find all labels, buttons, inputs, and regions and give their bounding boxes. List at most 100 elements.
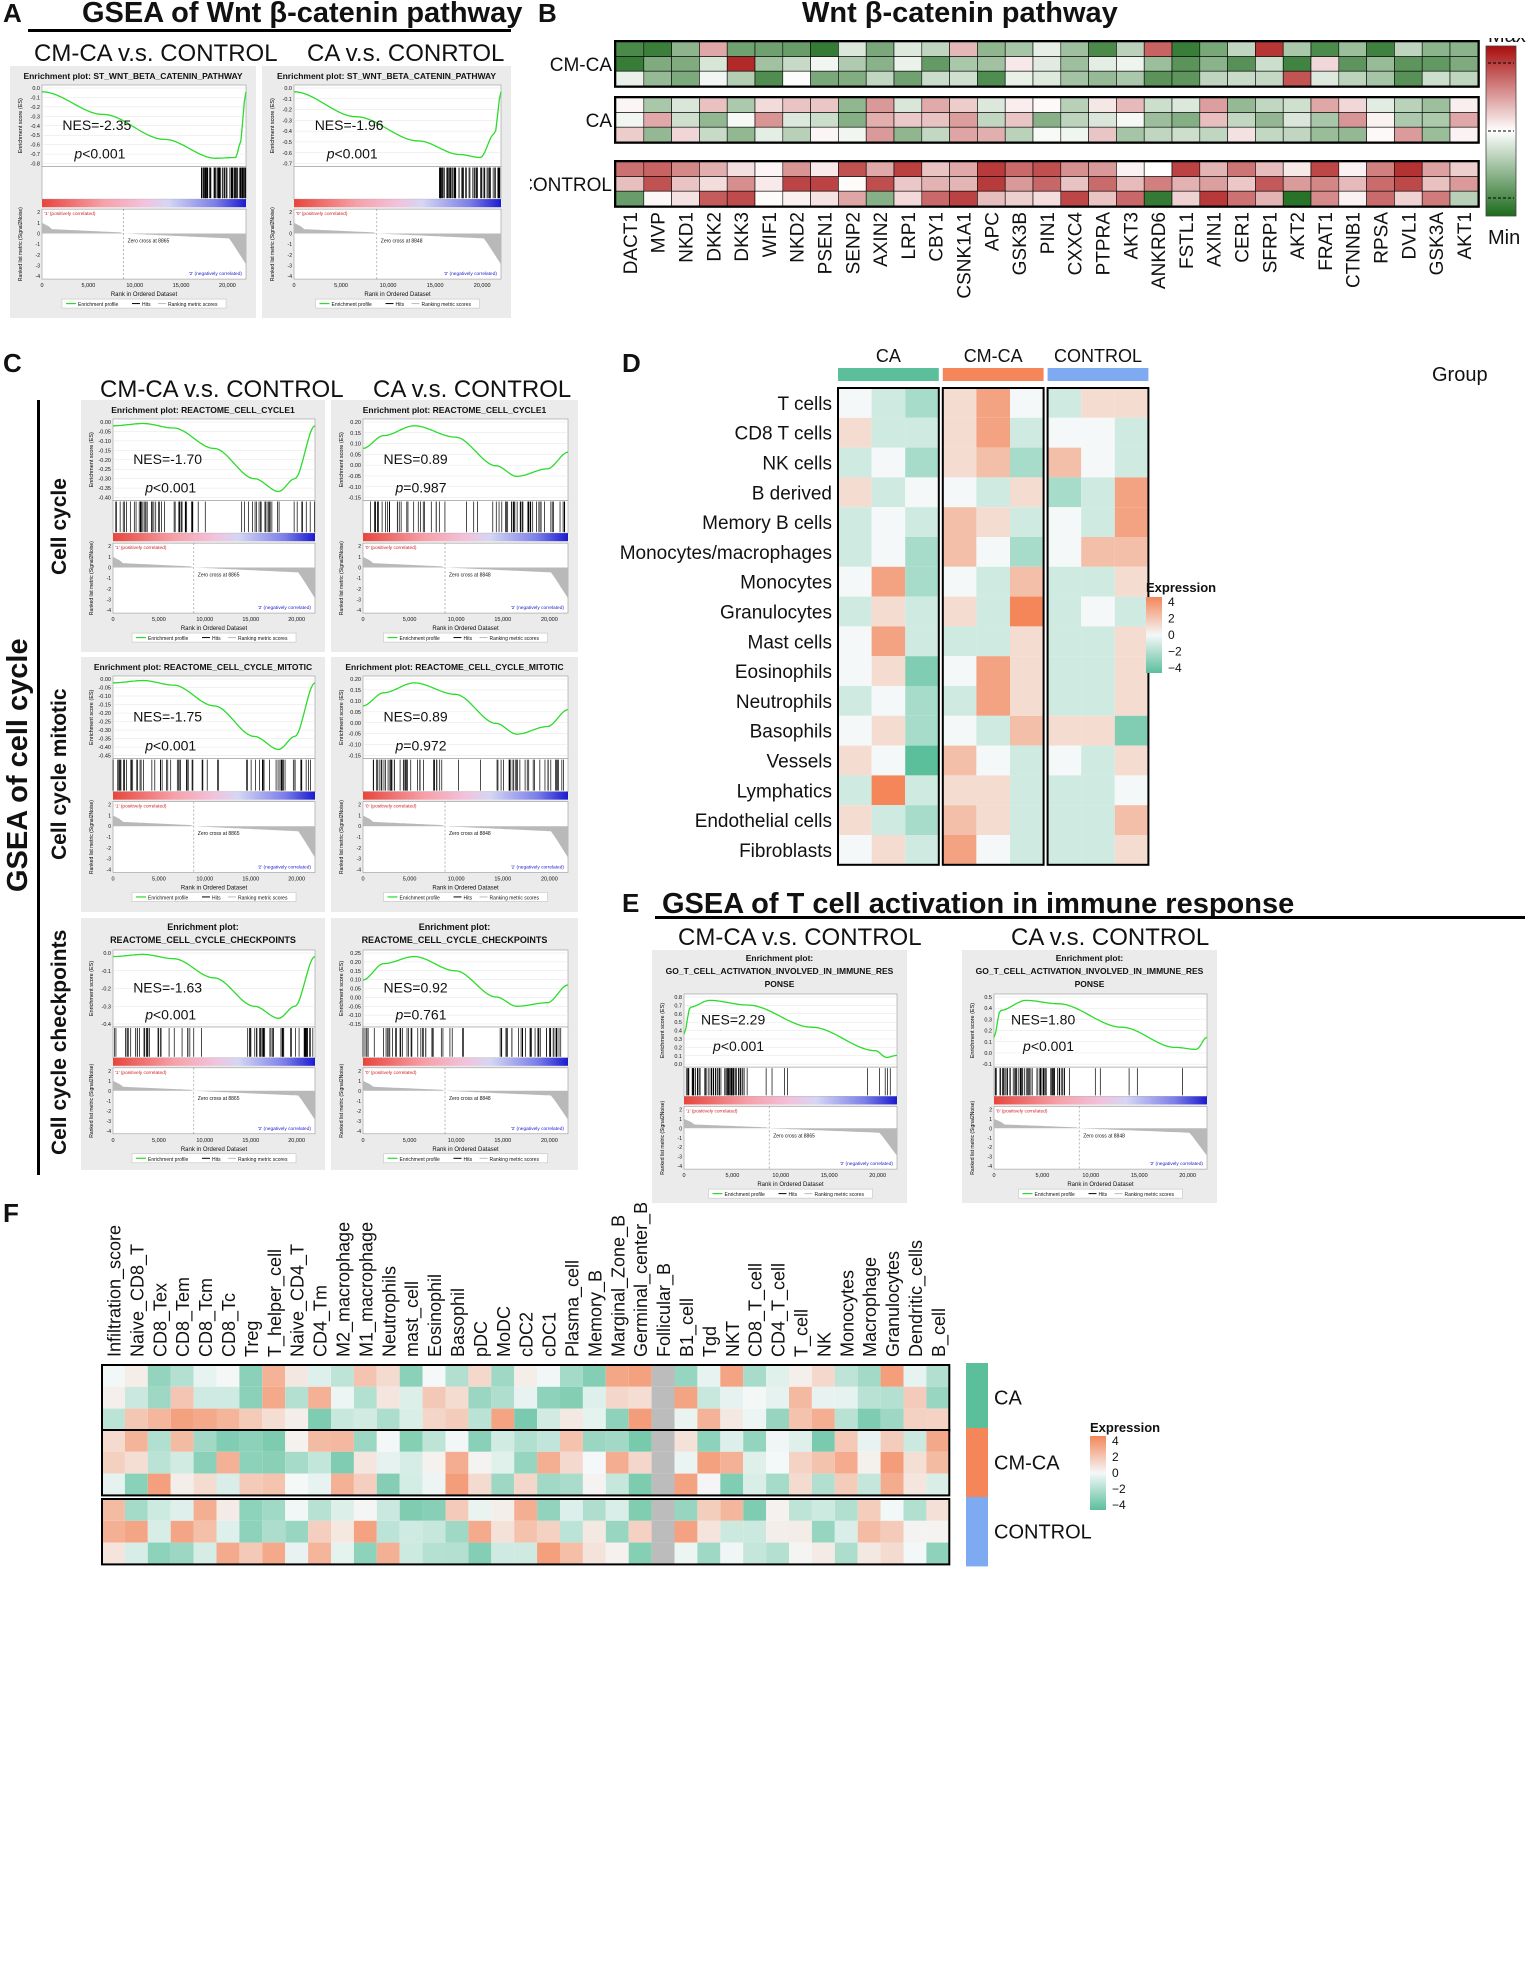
heat-cell [1255,97,1284,113]
heat-cell [445,1430,469,1452]
heat-cell [102,1542,125,1565]
heat-cell [1449,126,1479,143]
legend-bar [1090,1436,1106,1510]
heat-cell [838,417,872,448]
heat-cell [262,1499,286,1521]
heat-cell [1394,112,1423,128]
heat-cell [376,1386,400,1409]
nes-label: NES=-1.75 [133,708,202,724]
pos-label: '0' (positively correlated) [365,1070,417,1076]
neg-label: '2' (negatively correlated) [189,271,243,277]
metric-tick: 2 [358,1069,361,1075]
heat-cell [1114,686,1149,716]
heat-cell [445,1520,469,1543]
heat-cell [537,1542,560,1565]
heat-cell [976,656,1010,686]
heat-cell [743,1542,767,1565]
heat-cell [697,1430,721,1452]
x-tick: 20,000 [474,283,491,289]
heat-cell [1088,70,1117,87]
heat-cell [170,1473,194,1496]
es-tick: 0.3 [674,1037,682,1043]
heat-cell [1171,112,1201,128]
group-frame [101,1498,951,1566]
heat-cell [1047,417,1082,448]
heat-cell [699,112,728,128]
heat-cell [726,112,756,128]
heat-cell [560,1499,583,1521]
column-label: pDC [471,1321,491,1357]
heat-cell [1081,686,1115,716]
x-tick: 20,000 [541,617,558,623]
legend-title: Expression [1146,580,1216,595]
heat-cell [1116,161,1145,177]
heat-cell [905,835,939,865]
plot-title: Enrichment plot: REACTOME_CELL_CYCLE1 [111,405,295,415]
metric-tick: -4 [357,867,362,873]
group-bar [838,368,939,381]
gene-label: LRP1 [899,212,920,260]
heat-cell [1032,56,1062,72]
column-label: mast_cell [402,1281,423,1357]
nes-label: NES=2.29 [701,1012,765,1028]
heat-cell [766,1408,789,1431]
heat-cell [124,1365,148,1387]
panel-a-col-title-1: CM-CA v.s. CONTROL [34,40,278,67]
plot-title: REACTOME_CELL_CYCLE_CHECKPOINTS [362,935,548,945]
heat-cell [605,1542,629,1565]
heat-cell [838,41,867,57]
heat-cell [1032,176,1062,192]
heat-cell [560,1542,583,1565]
x-axis-label: Rank in Ordered Dataset [111,292,178,298]
panel-c-col-title-1: CM-CA v.s. CONTROL [100,376,344,403]
heat-cell [1227,97,1256,113]
es-tick: -0.3 [283,118,292,124]
heat-cell [1060,41,1089,57]
heat-cell [726,176,756,192]
heat-cell [1449,70,1479,87]
es-tick: 0.4 [984,1006,992,1012]
es-tick: 0.0 [103,951,111,957]
heat-cell [582,1499,606,1521]
heat-cell [537,1499,560,1521]
heat-cell [1421,112,1451,128]
plot-title: GO_T_CELL_ACTIVATION_INVOLVED_IN_IMMUNE_… [666,966,894,976]
heat-cell [514,1499,538,1521]
heat-cell [838,626,872,657]
p-italic: p [395,479,404,495]
heat-cell [1255,161,1284,177]
heat-cell [754,97,784,113]
legend-tick-label: 2 [1168,612,1175,626]
heat-cell [1004,70,1034,87]
heat-cell [810,112,839,128]
heat-cell [1449,176,1479,192]
metric-tick: -4 [36,274,41,280]
nes-label: NES=-2.35 [62,117,131,133]
es-tick: 0.0 [674,1062,682,1068]
gsea-plot: Enrichment plot: REACTOME_CELL_CYCLE_MIT… [331,657,578,912]
column-label: Memory_B [585,1270,606,1357]
x-axis-label: Rank in Ordered Dataset [757,1182,824,1188]
heat-cell [834,1499,858,1521]
heat-cell [838,537,872,567]
heat-cell [743,1520,767,1543]
x-tick: 0 [111,1138,114,1144]
heat-cell [1171,70,1201,87]
heat-cell [976,417,1010,448]
column-label: CD8_T_cell [746,1263,767,1357]
es-tick: -0.20 [98,711,111,717]
wnt-heatmap: CM-CA CA CONTROL DACT1 MVP NKD1 DKK2 DKK3 WIF1 NK… [530,38,1526,299]
legend-bar [1146,597,1162,673]
zero-cross-label: Zero cross at 8848 [449,831,491,837]
legend-box [131,892,297,902]
heat-cell [1114,388,1149,418]
heat-cell [537,1520,560,1543]
p-italic: p [73,145,82,161]
heat-cell [789,1499,812,1521]
metric-area [113,556,315,599]
heat-cell [445,1542,469,1565]
heat-cell [399,1430,423,1452]
heat-cell [193,1408,217,1431]
x-axis-label: Rank in Ordered Dataset [364,292,431,298]
heat-cell [628,1542,652,1565]
